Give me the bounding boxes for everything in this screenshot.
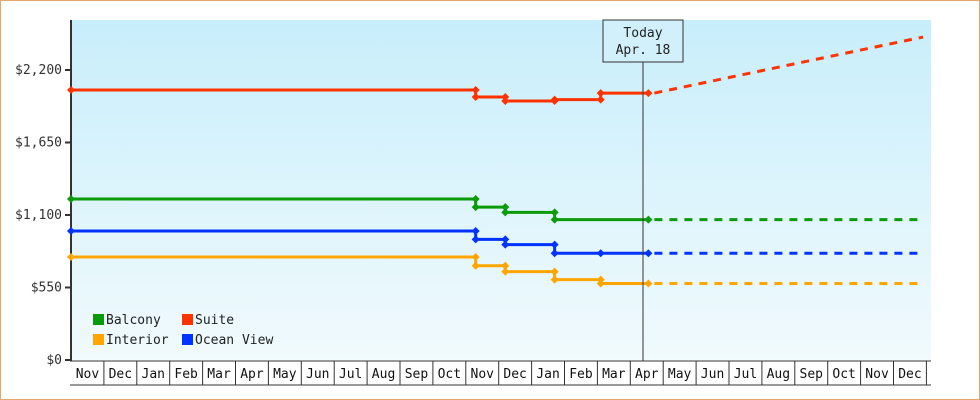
- month-label: May: [273, 367, 297, 382]
- data-point[interactable]: [67, 253, 75, 262]
- data-point[interactable]: [550, 95, 559, 104]
- legend-item-ocean-view[interactable]: Ocean View: [182, 333, 273, 348]
- data-point[interactable]: [596, 89, 605, 98]
- data-point[interactable]: [550, 267, 559, 276]
- data-point[interactable]: [471, 253, 480, 262]
- data-point[interactable]: [471, 261, 480, 270]
- y-tick-label: $1,100: [15, 208, 62, 223]
- month-label: Nov: [76, 367, 100, 382]
- series-balcony: [67, 195, 924, 224]
- y-tick-label: $2,200: [15, 63, 62, 78]
- legend-label: Suite: [195, 313, 234, 328]
- data-point[interactable]: [501, 208, 510, 217]
- data-point[interactable]: [550, 249, 559, 258]
- data-point[interactable]: [471, 235, 480, 244]
- today-marker: Today Apr. 18: [602, 19, 684, 361]
- data-point[interactable]: [471, 226, 480, 235]
- data-point[interactable]: [501, 96, 510, 105]
- y-tick-label: $1,650: [15, 136, 62, 151]
- month-label: Oct: [438, 367, 461, 382]
- month-label: Apr: [635, 367, 659, 382]
- legend-label: Interior: [106, 333, 169, 348]
- month-label: Oct: [832, 367, 855, 382]
- month-label: Jan: [536, 367, 559, 382]
- data-point[interactable]: [550, 240, 559, 249]
- legend-swatch: [93, 314, 104, 325]
- month-label: Sep: [800, 367, 824, 382]
- month-label: Jul: [734, 367, 757, 382]
- data-point[interactable]: [501, 203, 510, 212]
- data-point[interactable]: [501, 261, 510, 270]
- today-label: Today: [623, 26, 662, 41]
- data-point[interactable]: [501, 267, 510, 276]
- series-lines: [67, 35, 924, 288]
- data-point[interactable]: [596, 279, 605, 288]
- month-label: Nov: [471, 367, 495, 382]
- month-label: Feb: [174, 367, 198, 382]
- legend-label: Ocean View: [195, 333, 273, 348]
- month-label: Aug: [372, 367, 395, 382]
- data-point[interactable]: [501, 240, 510, 249]
- data-point[interactable]: [501, 235, 510, 244]
- data-point[interactable]: [471, 86, 480, 95]
- data-point[interactable]: [550, 215, 559, 224]
- month-label: Jun: [306, 367, 329, 382]
- legend-swatch: [182, 334, 193, 345]
- data-point[interactable]: [644, 89, 653, 98]
- data-point[interactable]: [596, 95, 605, 104]
- month-label: Feb: [569, 367, 593, 382]
- data-point[interactable]: [67, 226, 75, 235]
- data-point[interactable]: [596, 249, 605, 258]
- data-point[interactable]: [67, 195, 75, 204]
- y-tick-label: $550: [31, 281, 62, 296]
- data-point[interactable]: [644, 279, 653, 288]
- legend-item-interior[interactable]: Interior: [93, 333, 169, 348]
- data-point[interactable]: [67, 86, 75, 95]
- month-label: Dec: [503, 367, 526, 382]
- data-point[interactable]: [550, 208, 559, 217]
- legend-item-suite[interactable]: Suite: [182, 313, 234, 328]
- y-tick-label: $0: [46, 353, 62, 368]
- month-label: Jan: [142, 367, 165, 382]
- series-ocean-view: [67, 226, 924, 258]
- month-label: Nov: [865, 367, 889, 382]
- y-axis: $0 $550 $1,100 $1,650 $2,200: [15, 20, 72, 368]
- legend-swatch: [182, 314, 193, 325]
- legend-item-balcony[interactable]: Balcony: [93, 313, 161, 328]
- data-point[interactable]: [471, 93, 480, 102]
- month-label: Jul: [339, 367, 362, 382]
- projection-line: [654, 35, 924, 95]
- month-label: Apr: [240, 367, 264, 382]
- data-point[interactable]: [471, 195, 480, 204]
- legend: Balcony Suite Interior Ocean View: [93, 313, 273, 348]
- plot-area: [71, 20, 931, 360]
- data-point[interactable]: [471, 203, 480, 212]
- month-label: Sep: [405, 367, 429, 382]
- month-label: Dec: [898, 367, 921, 382]
- legend-label: Balcony: [106, 313, 161, 328]
- series-suite: [67, 35, 924, 105]
- x-axis: Nov Dec Jan Feb Mar Apr May Jun Jul Aug Sep Oct Nov D…: [70, 360, 931, 386]
- today-date: Apr. 18: [616, 43, 671, 58]
- legend-swatch: [93, 334, 104, 345]
- data-point[interactable]: [644, 249, 653, 258]
- month-label: Jun: [701, 367, 724, 382]
- month-label: Aug: [767, 367, 790, 382]
- month-label: Dec: [109, 367, 132, 382]
- month-label: Mar: [602, 367, 626, 382]
- data-point[interactable]: [644, 215, 653, 224]
- month-label: Mar: [207, 367, 231, 382]
- today-box: [602, 19, 684, 63]
- month-label: May: [668, 367, 692, 382]
- series-interior: [67, 253, 924, 288]
- data-point[interactable]: [550, 275, 559, 284]
